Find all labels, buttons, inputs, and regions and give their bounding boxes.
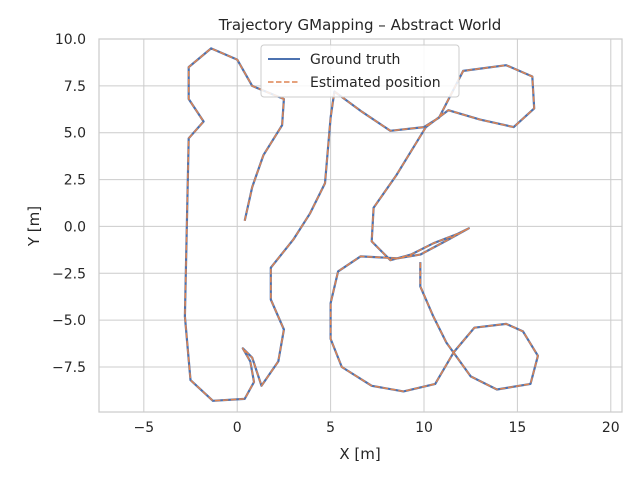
series-line-estimated-position — [184, 47, 539, 402]
x-tick-label: −5 — [134, 420, 155, 436]
x-tick-label: 15 — [508, 420, 526, 436]
legend-label-estimated-position: Estimated position — [310, 75, 441, 91]
x-tick-label: 20 — [602, 420, 620, 436]
y-tick-label: 0.0 — [64, 219, 86, 235]
legend: Ground truth Estimated position — [260, 44, 460, 98]
legend-label-ground-truth: Ground truth — [310, 52, 400, 68]
y-tick-label: −2.5 — [52, 266, 86, 282]
x-axis-ticks: −5 0 5 10 15 20 — [134, 420, 620, 436]
y-tick-label: 7.5 — [64, 79, 86, 95]
x-tick-label: 0 — [233, 420, 242, 436]
chart-title: Trajectory GMapping – Abstract World — [218, 16, 502, 34]
plot-frame — [98, 38, 623, 413]
y-tick-label: −5.0 — [52, 313, 86, 329]
y-axis-label: Y [m] — [25, 206, 43, 247]
y-tick-label: 10.0 — [55, 32, 86, 48]
x-tick-label: 10 — [415, 420, 433, 436]
y-tick-label: 5.0 — [64, 126, 86, 142]
legend-box — [260, 44, 460, 98]
y-tick-label: 2.5 — [64, 173, 86, 189]
series-layer — [183, 47, 540, 402]
x-axis-label: X [m] — [339, 445, 380, 463]
x-tick-label: 5 — [326, 420, 335, 436]
y-axis-ticks: −7.5 −5.0 −2.5 0.0 2.5 5.0 7.5 10.0 — [52, 32, 86, 376]
y-tick-label: −7.5 — [52, 360, 86, 376]
